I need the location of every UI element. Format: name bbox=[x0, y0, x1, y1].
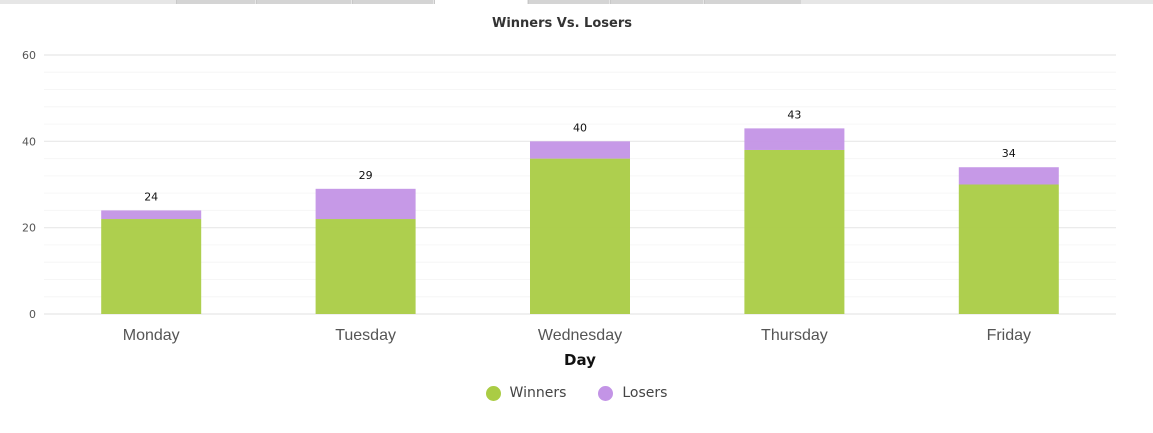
bar-winners-monday[interactable] bbox=[101, 219, 202, 314]
legend-item-losers[interactable]: Losers bbox=[598, 385, 667, 401]
legend-label-losers: Losers bbox=[622, 385, 668, 401]
x-tick-label: Tuesday bbox=[335, 327, 396, 344]
x-tick-label: Monday bbox=[123, 327, 180, 344]
y-tick-label: 60 bbox=[22, 49, 36, 62]
bar-losers-tuesday[interactable] bbox=[315, 188, 416, 220]
chart-title: Winners Vs. Losers bbox=[492, 16, 632, 31]
y-axis-ticks: 0 20 40 60 bbox=[22, 49, 36, 321]
bar-winners-wednesday[interactable] bbox=[530, 158, 630, 314]
stacked-bar-chart: Winners Vs. Losers 0 20 40 60 24 29 40 43 34 Mo… bbox=[22, 16, 1116, 369]
x-tick-label: Thursday bbox=[761, 327, 828, 344]
x-axis-label: Day bbox=[564, 351, 596, 369]
y-tick-label: 20 bbox=[22, 222, 36, 235]
bar-losers-thursday[interactable] bbox=[744, 128, 845, 150]
x-tick-label: Friday bbox=[987, 327, 1031, 344]
bar-losers-monday[interactable] bbox=[101, 210, 202, 220]
legend-label-winners: Winners bbox=[509, 385, 567, 401]
tab[interactable] bbox=[352, 0, 433, 4]
x-axis-ticks: Monday Tuesday Wednesday Thursday Friday bbox=[123, 327, 1031, 344]
data-label-total: 40 bbox=[573, 121, 587, 134]
data-label-total: 24 bbox=[144, 190, 158, 203]
bar-winners-friday[interactable] bbox=[958, 184, 1059, 315]
data-label-total: 43 bbox=[787, 108, 801, 121]
legend-item-winners[interactable]: Winners bbox=[485, 385, 567, 401]
tab[interactable] bbox=[528, 0, 609, 4]
data-label-total: 34 bbox=[1002, 147, 1016, 160]
x-tick-label: Wednesday bbox=[538, 327, 622, 344]
data-label-total: 29 bbox=[359, 169, 373, 182]
tab-active[interactable] bbox=[434, 0, 527, 4]
legend-swatch-losers bbox=[598, 385, 614, 401]
y-tick-label: 0 bbox=[29, 308, 36, 321]
tab[interactable] bbox=[176, 0, 255, 4]
legend: Winners Losers bbox=[0, 385, 1153, 401]
bar-winners-thursday[interactable] bbox=[744, 149, 845, 314]
bar-losers-wednesday[interactable] bbox=[530, 141, 630, 159]
tab[interactable] bbox=[704, 0, 801, 4]
tab[interactable] bbox=[610, 0, 703, 4]
bar-winners-tuesday[interactable] bbox=[315, 219, 416, 314]
y-tick-label: 40 bbox=[22, 135, 36, 148]
tab[interactable] bbox=[256, 0, 351, 4]
legend-swatch-winners bbox=[485, 385, 501, 401]
bars: 24 29 40 43 34 bbox=[101, 108, 1059, 314]
bar-losers-friday[interactable] bbox=[958, 167, 1059, 185]
top-tab-strip bbox=[0, 0, 1153, 4]
